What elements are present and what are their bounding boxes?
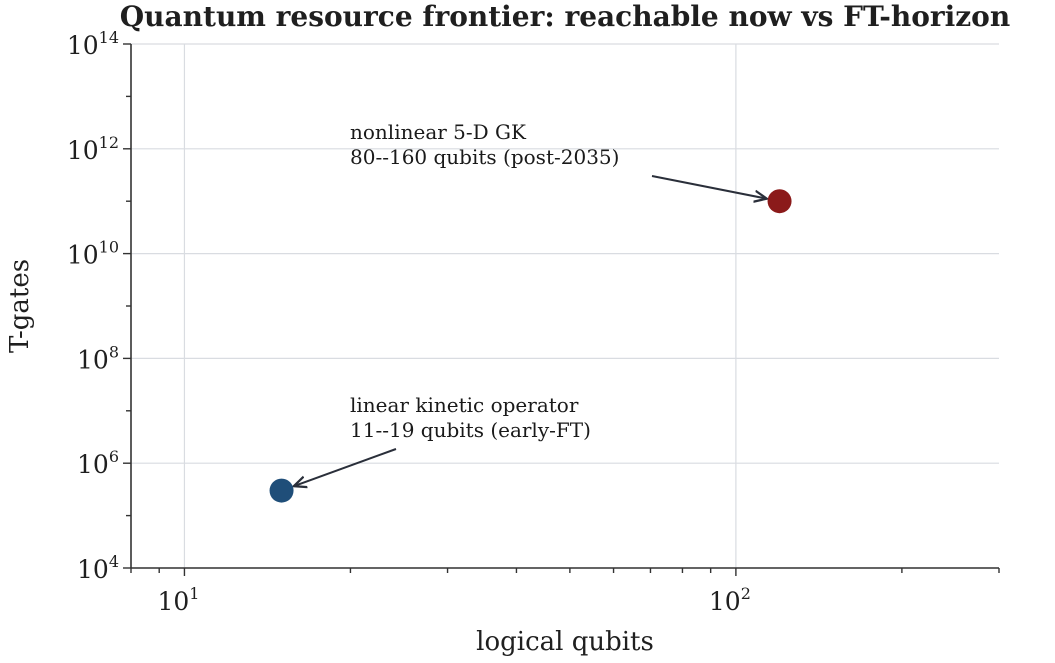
y-tick-label: 106 xyxy=(77,447,119,479)
point-annotation: linear kinetic operator 11--19 qubits (ea… xyxy=(350,393,591,442)
tick-marks xyxy=(123,43,1000,576)
annotation-arrow xyxy=(651,175,767,199)
y-tick-label: 1010 xyxy=(67,238,119,270)
chart-title: Quantum resource frontier: reachable now… xyxy=(120,0,1010,33)
x-tick-label: 102 xyxy=(709,584,751,616)
x-tick-label: 101 xyxy=(157,584,199,616)
axes xyxy=(130,44,999,569)
point-annotation: nonlinear 5-D GK 80--160 qubits (post-203… xyxy=(350,120,619,169)
x-axis-label: logical qubits xyxy=(476,627,654,657)
annotation-arrow xyxy=(294,448,397,486)
tick-labels: 101 102 104 106 108 1010 1012 1014 xyxy=(67,28,751,616)
y-tick-label: 108 xyxy=(77,342,119,374)
grid-lines xyxy=(131,43,999,569)
data-point xyxy=(767,189,792,214)
data-points xyxy=(269,189,792,503)
y-axis-label: T-gates xyxy=(5,259,35,353)
y-tick-label: 104 xyxy=(77,552,119,584)
y-tick-label: 1012 xyxy=(67,133,119,165)
annotations: linear kinetic operator 11--19 qubits (ea… xyxy=(294,120,767,486)
y-tick-label: 1014 xyxy=(67,28,119,60)
data-point xyxy=(269,478,294,503)
